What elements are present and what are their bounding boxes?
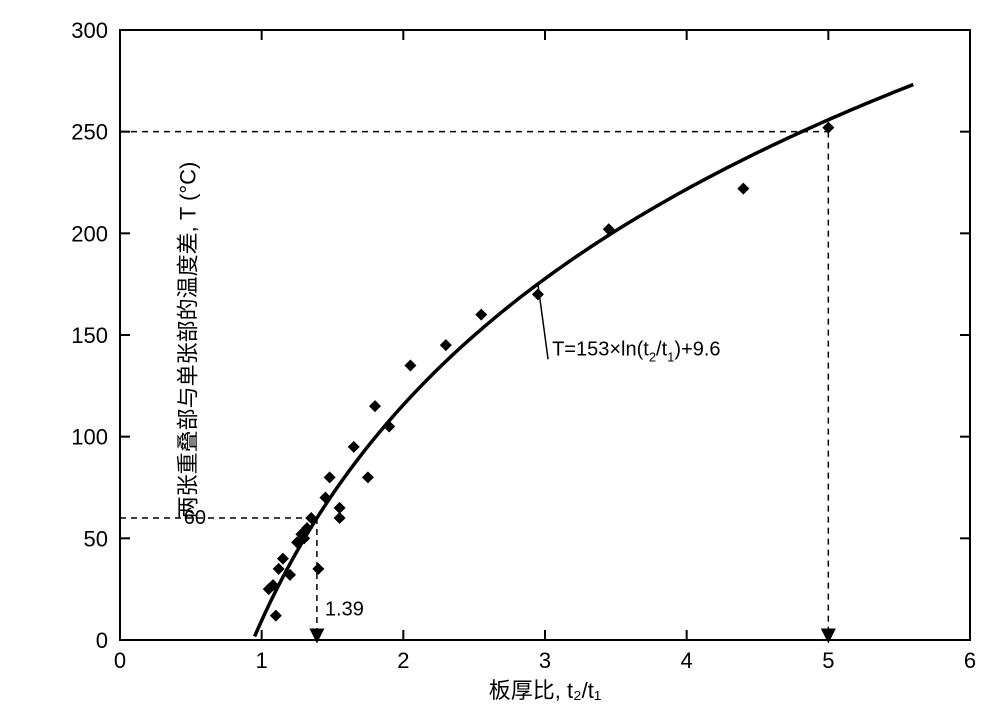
chart-svg: 0 1 2 3 4 5 6 0 50 100 150 200 250 300 6 0 1.39 T=153×l… xyxy=(0,0,1000,724)
y-tick-label: 300 xyxy=(71,18,108,43)
x-tick-label: 2 xyxy=(397,648,409,673)
data-point xyxy=(312,563,324,575)
fitted-curve xyxy=(255,85,914,637)
data-point xyxy=(319,492,331,504)
data-point xyxy=(383,421,395,433)
x-tick-label: 6 xyxy=(964,648,976,673)
data-point xyxy=(475,309,487,321)
data-point xyxy=(532,288,544,300)
data-point xyxy=(273,563,285,575)
annotation-x139: 1.39 xyxy=(325,599,364,621)
x-tick-label: 5 xyxy=(822,648,834,673)
y-tick-label: 0 xyxy=(96,628,108,653)
x-tick-label: 3 xyxy=(539,648,551,673)
y-axis-title: 两张重叠部与单张部的温度差, T (°C) xyxy=(170,162,202,519)
data-point xyxy=(270,610,282,622)
annotation-formula: T=153×ln(t2/t1)+9.6 xyxy=(552,338,720,364)
reference-lines xyxy=(120,132,828,636)
x-tick-label: 0 xyxy=(114,648,126,673)
data-point xyxy=(404,360,416,372)
data-point xyxy=(348,441,360,453)
chart-container: 两张重叠部与单张部的温度差, T (°C) 0 1 2 3 4 5 6 0 50 100 150 2… xyxy=(0,0,1000,724)
y-tick-labels: 0 50 100 150 200 250 300 xyxy=(71,18,108,653)
x-axis-title: 板厚比, t₂/t₁ xyxy=(489,678,602,703)
x-tick-label: 4 xyxy=(681,648,693,673)
data-point xyxy=(334,502,346,514)
scatter-points xyxy=(263,122,835,622)
y-tick-label: 200 xyxy=(71,221,108,246)
x-tick-label: 1 xyxy=(256,648,268,673)
data-point xyxy=(737,183,749,195)
y-tick-label: 100 xyxy=(71,425,108,450)
y-tick-label: 250 xyxy=(71,120,108,145)
data-point xyxy=(277,553,289,565)
y-tick-label: 50 xyxy=(84,526,108,551)
x-tick-labels: 0 1 2 3 4 5 6 xyxy=(114,648,976,673)
annotations: 601.39T=153×ln(t2/t1)+9.6 xyxy=(184,284,721,621)
y-tick-label: 150 xyxy=(71,323,108,348)
data-point xyxy=(324,471,336,483)
data-point xyxy=(369,400,381,412)
data-point xyxy=(362,471,374,483)
data-point xyxy=(440,339,452,351)
